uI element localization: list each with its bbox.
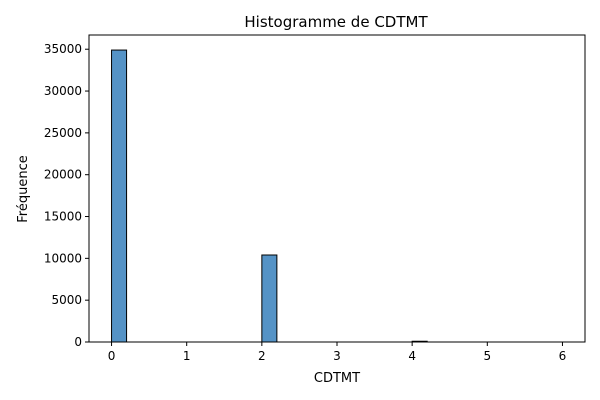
y-tick-label: 30000 xyxy=(44,84,82,98)
y-tick-label: 5000 xyxy=(51,293,82,307)
y-tick-label: 35000 xyxy=(44,42,82,56)
x-tick-label: 6 xyxy=(559,349,567,363)
x-tick-label: 0 xyxy=(108,349,116,363)
x-axis-ticks: 0 1 2 3 4 5 6 xyxy=(108,342,567,363)
x-axis-label: CDTMT xyxy=(314,371,360,386)
bars-group xyxy=(111,49,428,343)
x-tick-label: 2 xyxy=(258,349,266,363)
plot-frame xyxy=(88,34,586,343)
y-tick-label: 20000 xyxy=(44,168,82,182)
y-axis-ticks: 0 5000 10000 15000 20000 25000 30000 35000 xyxy=(44,42,89,349)
x-tick-label: 1 xyxy=(183,349,191,363)
y-tick-label: 10000 xyxy=(44,251,82,265)
histogram-bar-1 xyxy=(261,254,278,343)
x-tick-label: 4 xyxy=(408,349,416,363)
x-tick-label: 5 xyxy=(483,349,491,363)
chart-title: Histogramme de CDTMT xyxy=(244,13,428,31)
y-tick-label: 25000 xyxy=(44,126,82,140)
y-tick-label: 15000 xyxy=(44,210,82,224)
y-axis-label: Fréquence xyxy=(16,155,31,222)
y-tick-label: 0 xyxy=(74,335,82,349)
histogram-bar-0 xyxy=(111,49,128,343)
x-tick-label: 3 xyxy=(333,349,341,363)
